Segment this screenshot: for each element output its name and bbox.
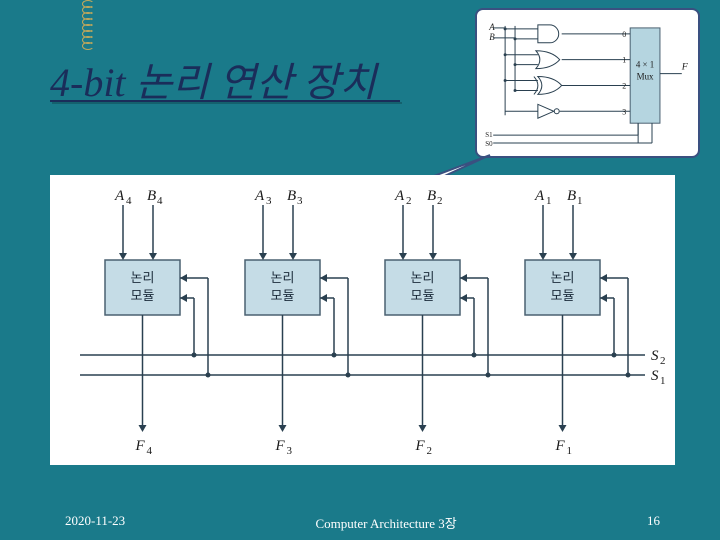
svg-text:4 × 1: 4 × 1: [636, 60, 654, 70]
svg-text:A: A: [254, 188, 265, 204]
footer-date: 2020-11-23: [65, 513, 125, 532]
svg-text:S: S: [651, 368, 659, 384]
svg-text:S0: S0: [485, 140, 493, 148]
svg-text:3: 3: [622, 107, 626, 116]
svg-text:A: A: [534, 188, 545, 204]
svg-text:F: F: [275, 438, 286, 454]
svg-text:논리: 논리: [411, 270, 435, 285]
svg-text:모듈: 모듈: [551, 288, 575, 303]
svg-text:Mux: Mux: [637, 72, 654, 82]
svg-text:1: 1: [567, 445, 573, 457]
svg-text:B: B: [147, 188, 156, 204]
svg-text:B: B: [489, 32, 495, 42]
svg-text:A: A: [488, 22, 495, 32]
svg-text:2: 2: [660, 355, 666, 367]
main-block-diagram: S2S1논리모듈A4B4F4논리모듈A3B3F3논리모듈A2B2F2논리모듈A1…: [50, 175, 675, 465]
svg-text:0: 0: [622, 30, 626, 39]
svg-text:4: 4: [147, 445, 153, 457]
svg-text:3: 3: [287, 445, 293, 457]
svg-text:1: 1: [577, 195, 583, 207]
svg-text:논리: 논리: [551, 270, 575, 285]
footer-page: 16: [647, 513, 660, 532]
svg-text:2: 2: [427, 445, 433, 457]
svg-text:F: F: [135, 438, 146, 454]
svg-text:3: 3: [266, 195, 272, 207]
svg-text:3: 3: [297, 195, 303, 207]
svg-text:F: F: [415, 438, 426, 454]
svg-text:F: F: [681, 62, 689, 73]
slide-footer: 2020-11-23 Computer Architecture 3장 16: [0, 513, 720, 532]
svg-text:2: 2: [406, 195, 412, 207]
svg-text:논리: 논리: [131, 270, 155, 285]
svg-text:S: S: [651, 348, 659, 364]
svg-text:1: 1: [660, 375, 666, 387]
svg-text:A: A: [114, 188, 125, 204]
svg-text:1: 1: [546, 195, 552, 207]
svg-text:B: B: [567, 188, 576, 204]
footer-center: Computer Architecture 3장: [315, 513, 456, 532]
svg-text:F: F: [555, 438, 566, 454]
callout-detail-circuit: AB 4 × 1 Mux 0 1 2 3 F S1S0: [475, 8, 700, 158]
svg-text:S1: S1: [485, 131, 493, 139]
svg-text:2: 2: [437, 195, 443, 207]
svg-text:모듈: 모듈: [131, 288, 155, 303]
svg-text:4: 4: [157, 195, 163, 207]
title-underline: [50, 100, 400, 102]
svg-text:논리: 논리: [271, 270, 295, 285]
svg-text:2: 2: [622, 81, 626, 90]
svg-text:B: B: [287, 188, 296, 204]
svg-text:1: 1: [622, 56, 626, 65]
svg-text:모듈: 모듈: [411, 288, 435, 303]
svg-text:모듈: 모듈: [271, 288, 295, 303]
svg-text:A: A: [394, 188, 405, 204]
svg-text:4: 4: [126, 195, 132, 207]
svg-text:B: B: [427, 188, 436, 204]
